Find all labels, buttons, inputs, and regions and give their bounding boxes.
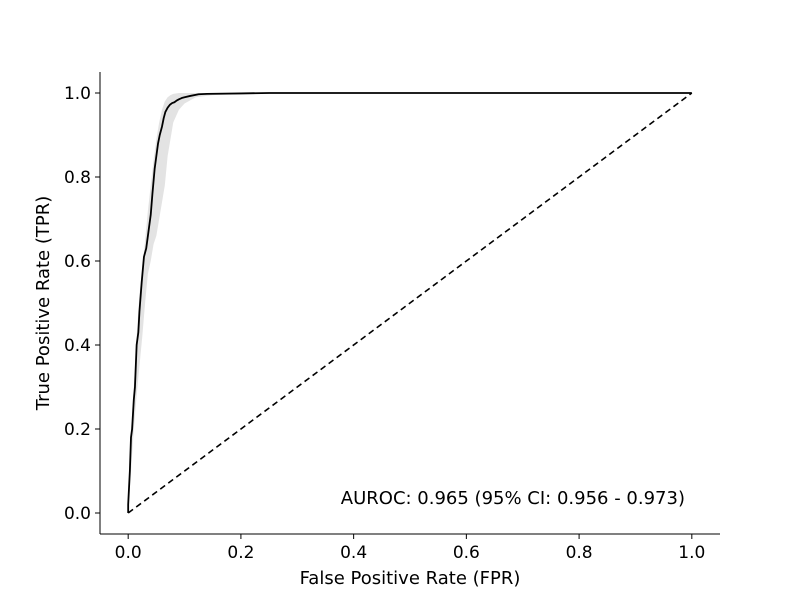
- x-tick-label: 0.4: [340, 543, 367, 563]
- roc-curve: [127, 92, 692, 513]
- y-tick-label: 1.0: [64, 84, 91, 104]
- x-tick-label: 1.0: [678, 543, 705, 563]
- x-axis-title: False Positive Rate (FPR): [300, 568, 521, 589]
- y-tick-label: 0.4: [64, 336, 91, 356]
- x-axis-ticks: 0.0 0.2 0.4 0.6 0.8 1.0: [115, 534, 705, 563]
- y-axis-title: True Positive Rate (TPR): [33, 196, 54, 411]
- x-tick-label: 0.2: [227, 543, 254, 563]
- x-tick-label: 0.0: [115, 543, 142, 563]
- x-tick-label: 0.8: [566, 543, 593, 563]
- y-tick-label: 0.8: [64, 168, 91, 188]
- y-axis-ticks: 0.0 0.2 0.4 0.6 0.8 1.0: [64, 84, 100, 524]
- auroc-annotation: AUROC: 0.965 (95% CI: 0.956 - 0.973): [341, 488, 685, 509]
- y-tick-label: 0.2: [64, 420, 91, 440]
- chance-line: [127, 92, 693, 514]
- y-tick-label: 0.0: [64, 504, 91, 524]
- plot-area: [127, 92, 693, 514]
- y-tick-label: 0.6: [64, 252, 91, 272]
- x-tick-label: 0.6: [453, 543, 480, 563]
